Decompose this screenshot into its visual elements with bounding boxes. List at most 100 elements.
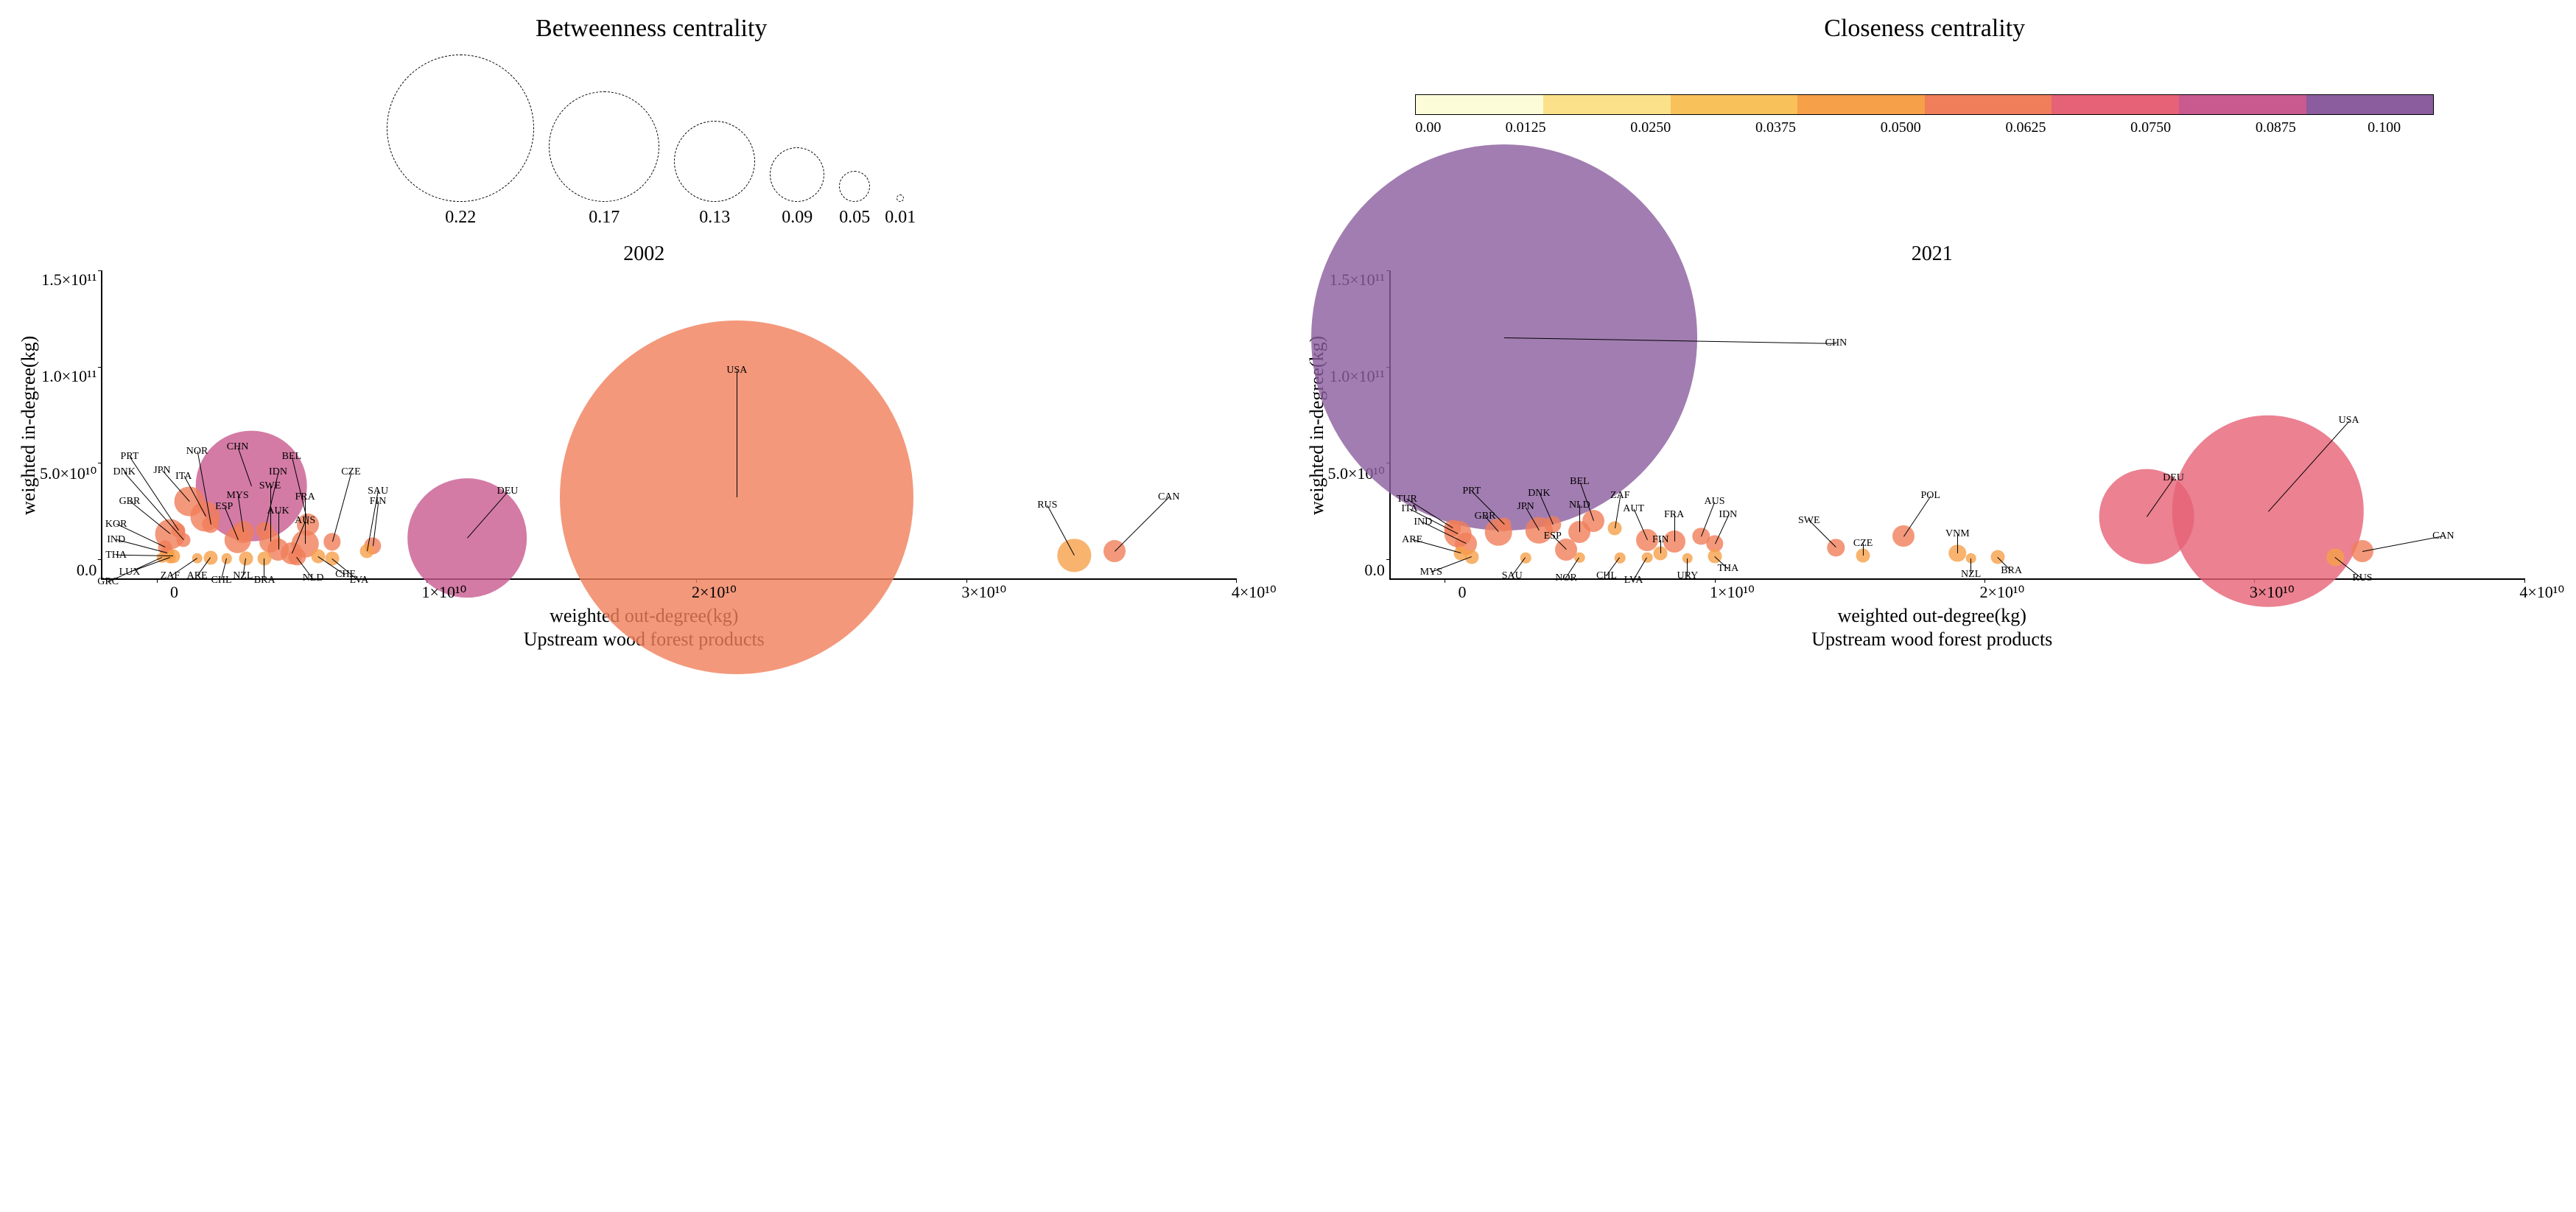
data-label: URY — [1677, 570, 1698, 582]
x-tick-label: 2×10¹⁰ — [1979, 583, 2024, 602]
data-bubble — [1454, 547, 1468, 561]
data-label: JPN — [153, 465, 170, 477]
data-label: IND — [107, 534, 125, 546]
data-bubble — [1708, 549, 1722, 563]
data-bubble — [1582, 510, 1604, 532]
colorbar-segment — [1543, 95, 1671, 114]
size-legend-item: 0.01 — [885, 195, 916, 228]
data-bubble — [1991, 550, 2005, 564]
data-bubble — [312, 549, 326, 563]
plot-area: USACANRUSDEUCHNJPNITAGBRKORINDTHAGRCLUXZ… — [101, 270, 1236, 580]
size-legend-circle — [839, 171, 870, 202]
data-bubble — [2351, 540, 2373, 562]
colorbar-tick-label: 0.0250 — [1630, 119, 1671, 136]
data-bubble — [1682, 553, 1694, 564]
panel-title: 2021 — [1912, 242, 1953, 266]
colorbar-ticks: 0.000.01250.02500.03750.05000.06250.0750… — [1415, 119, 2434, 136]
data-bubble — [407, 478, 527, 598]
size-legend-block: Betweenness centrality 0.22 0.17 0.13 0.09 0… — [15, 15, 1288, 228]
data-label: FRA — [1664, 509, 1684, 521]
y-tick-label: 1.5×10¹¹ — [41, 270, 96, 290]
colorbar-segment — [2179, 95, 2306, 114]
data-bubble — [297, 514, 319, 536]
y-tick-mark — [98, 367, 102, 368]
data-label: VNM — [1945, 528, 1970, 540]
colorbar-wrap: 0.000.01250.02500.03750.05000.06250.0750… — [1415, 94, 2434, 136]
data-bubble — [203, 550, 217, 564]
data-label: MYS — [1420, 567, 1442, 578]
data-bubble — [1892, 525, 1915, 547]
size-legend-label: 0.13 — [699, 208, 730, 228]
panels-row: 2002weighted in-degree(kg)1.5×10¹¹1.0×10… — [15, 242, 2561, 651]
size-legend-circle — [896, 195, 904, 202]
leader-line — [2362, 536, 2443, 553]
data-bubble — [1058, 539, 1091, 572]
data-label: THA — [105, 550, 127, 561]
x-tick-label: 1×10¹⁰ — [1710, 583, 1755, 602]
data-bubble — [1574, 552, 1585, 563]
data-label: SAU — [368, 486, 388, 497]
data-label: CHL — [1596, 570, 1617, 582]
y-tick-label: 0.0 — [77, 561, 97, 580]
data-bubble — [258, 551, 272, 565]
colorbar-tick-label: 0.0750 — [2130, 119, 2171, 136]
plot-frame: weighted in-degree(kg)1.5×10¹¹1.0×10¹¹5.… — [1303, 270, 2562, 580]
data-label: CZE — [341, 466, 360, 478]
y-ticks: 1.5×10¹¹1.0×10¹¹5.0×10¹⁰0.0 — [40, 270, 101, 580]
y-tick-label: 0.0 — [1364, 561, 1385, 580]
data-bubble — [1965, 553, 1976, 564]
size-legend-item: 0.05 — [839, 171, 870, 228]
data-label: SAU — [1502, 570, 1523, 582]
data-label: IND — [1414, 516, 1432, 528]
y-axis-label: weighted in-degree(kg) — [15, 270, 40, 580]
data-bubble — [165, 553, 176, 564]
data-label: CHN — [1825, 337, 1847, 349]
size-legend-label: 0.22 — [445, 208, 476, 228]
size-legend-item: 0.17 — [549, 91, 659, 228]
leader-line — [108, 557, 162, 582]
size-legend-label: 0.17 — [589, 208, 620, 228]
size-legend-title: Betweenness centrality — [536, 15, 767, 43]
plot-area: CHNUSADEUCANRUSPOLSWECZEVNMNZLBRAIDNFRAA… — [1389, 270, 2524, 580]
data-bubble — [192, 553, 203, 564]
x-ticks: 01×10¹⁰2×10¹⁰3×10¹⁰4×10¹⁰ — [1408, 583, 2542, 602]
panel-subtitle: Upstream wood forest products — [1811, 628, 2052, 651]
colorbar-tick-label: 0.0375 — [1755, 119, 1796, 136]
y-tick-mark — [98, 270, 102, 271]
data-bubble — [232, 521, 254, 543]
x-axis-label: weighted out-degree(kg) — [1838, 605, 2026, 627]
data-label: SWE — [1798, 515, 1820, 527]
size-legend-item: 0.09 — [770, 147, 824, 228]
data-bubble — [1654, 547, 1668, 561]
panel-title: 2002 — [623, 242, 664, 266]
x-tick-label: 4×10¹⁰ — [2519, 583, 2564, 602]
data-label: ZAF — [161, 570, 180, 582]
colorbar — [1415, 94, 2434, 115]
y-tick-label: 1.0×10¹¹ — [41, 367, 96, 386]
size-legend-label: 0.05 — [839, 208, 870, 228]
data-bubble — [1949, 544, 1966, 561]
data-label: AUS — [1705, 496, 1725, 508]
x-ticks: 01×10¹⁰2×10¹⁰3×10¹⁰4×10¹⁰ — [120, 583, 1254, 602]
x-tick-label: 0 — [170, 583, 178, 602]
data-bubble — [325, 551, 339, 565]
figure-root: Betweenness centrality 0.22 0.17 0.13 0.09 0… — [15, 15, 2561, 651]
data-bubble — [560, 320, 913, 674]
colorbar-segment — [1797, 95, 1925, 114]
leader-line — [332, 472, 351, 542]
data-label: CHE — [335, 569, 356, 581]
x-tick-label: 0 — [1459, 583, 1467, 602]
colorbar-tick-label: 0.0125 — [1506, 119, 1546, 136]
data-label: POL — [1920, 490, 1940, 502]
data-bubble — [1103, 540, 1126, 562]
data-bubble — [2099, 469, 2194, 564]
size-legend-item: 0.13 — [674, 121, 755, 228]
colorbar-tick-label: 0.0625 — [2005, 119, 2046, 136]
size-legend-label: 0.09 — [782, 208, 813, 228]
data-bubble — [1636, 529, 1658, 551]
data-label: ITA — [175, 471, 192, 483]
data-label: NZL — [233, 570, 253, 582]
data-label: CAN — [1158, 491, 1180, 503]
colorbar-segment — [1925, 95, 2052, 114]
data-bubble — [288, 548, 305, 565]
